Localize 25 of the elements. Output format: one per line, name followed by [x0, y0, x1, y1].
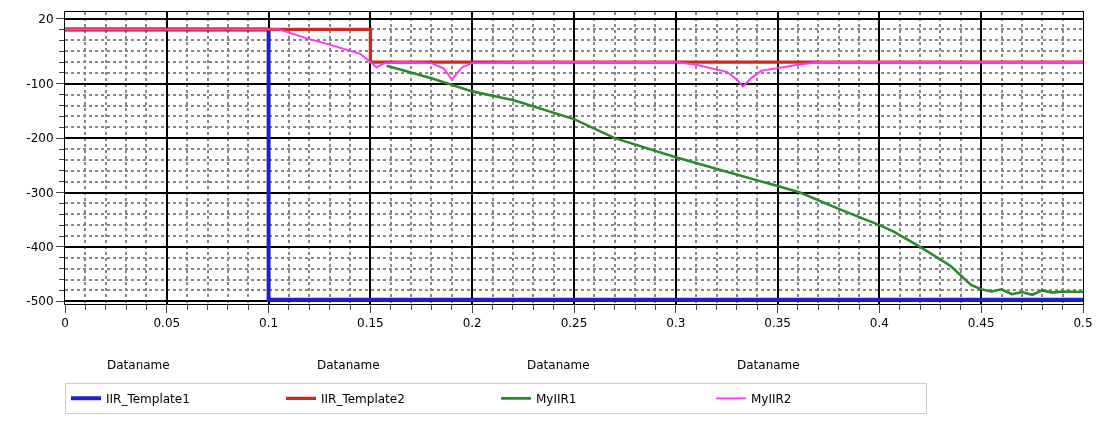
x-tick-label: 0.3	[666, 316, 686, 331]
legend-label: IIR_Template2	[321, 392, 405, 407]
x-tick-label: 0.4	[869, 316, 889, 331]
x-tick-label: 0.05	[153, 316, 181, 331]
y-tick-label: -100	[26, 76, 54, 91]
text: Dataname	[317, 358, 380, 372]
x-tick-label: 0.15	[357, 316, 384, 331]
x-tick-label: 0	[61, 316, 69, 331]
legend-label: MyIIR1	[536, 392, 577, 407]
x-tick-label: 0.45	[967, 316, 995, 331]
x-tick-label: 0.2	[462, 316, 482, 331]
x-tick-label: 0.5	[1073, 316, 1093, 331]
y-tick-label: -300	[26, 185, 54, 200]
x-tick-label: 0.1	[259, 316, 279, 331]
y-tick-label: 20	[38, 11, 54, 26]
text: Dataname	[107, 358, 170, 372]
text: Dataname	[527, 358, 590, 372]
legend-label: IIR_Template1	[106, 392, 190, 407]
y-tick-label: -400	[26, 240, 54, 255]
text: Dataname	[737, 358, 800, 372]
x-tick-label: 0.25	[560, 316, 588, 331]
legend-label: MyIIR2	[751, 392, 792, 407]
x-tick-label: 0.35	[764, 316, 791, 331]
y-tick-label: -500	[26, 294, 54, 309]
y-tick-label: -200	[26, 131, 54, 146]
